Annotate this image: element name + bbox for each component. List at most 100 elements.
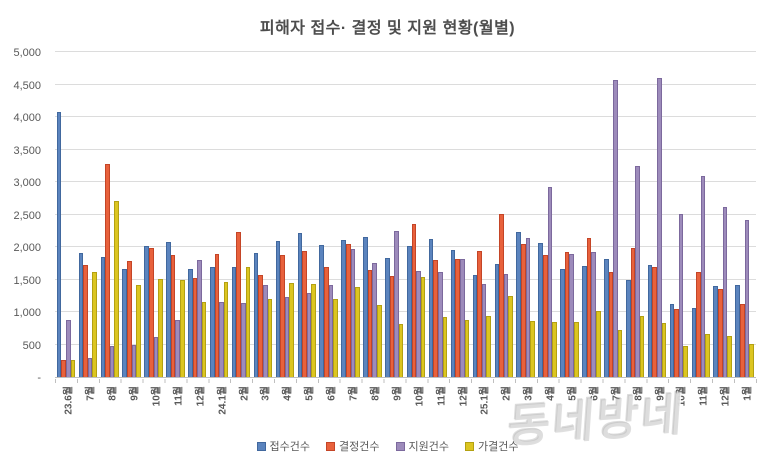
- bar-group-1: [77, 53, 99, 377]
- bar-decision-count-21: [521, 244, 526, 377]
- bar-received-count-3: [122, 269, 128, 377]
- bar-group-27: [646, 53, 668, 377]
- bar-support-count-29: [700, 176, 706, 377]
- bar-approved-count-23: [574, 322, 579, 377]
- bar-support-count-23: [569, 254, 575, 377]
- bar-approved-count-3: [136, 284, 141, 377]
- bar-received-count-28: [669, 304, 675, 377]
- bar-support-count-15: [394, 231, 399, 377]
- bar-received-count-22: [538, 243, 543, 377]
- x-label-9: 3월: [252, 384, 274, 436]
- bar-decision-count-27: [652, 266, 657, 377]
- bar-support-count-18: [459, 259, 465, 377]
- gridline-2500: [55, 213, 756, 215]
- legend-item-support-count: 지원건수: [395, 438, 449, 454]
- gridline-2000: [55, 246, 756, 247]
- bar-decision-count-13: [345, 244, 351, 377]
- x-label-text: 6월: [326, 386, 338, 401]
- gridline-4000: [55, 116, 756, 117]
- x-label-13: 7월: [340, 384, 362, 436]
- legend-swatch-support-count: [395, 441, 405, 451]
- bar-decision-count-12: [324, 266, 329, 377]
- bar-decision-count-26: [630, 247, 636, 377]
- bar-support-count-4: [153, 337, 159, 377]
- x-label-29: 11월: [690, 384, 712, 436]
- y-tick-label: 4,500: [13, 79, 41, 92]
- bar-group-9: [252, 53, 274, 377]
- x-label-15: 9월: [383, 384, 405, 436]
- x-label-text: 12월: [195, 386, 207, 407]
- x-label-text: 11월: [436, 386, 448, 406]
- bar-support-count-11: [306, 292, 312, 377]
- x-label-text: 3월: [260, 386, 272, 401]
- x-label-7: 24.1월: [208, 384, 230, 436]
- bar-approved-count-8: [245, 266, 251, 377]
- legend-item-decision-count: 결정건수: [326, 438, 380, 454]
- bar-approved-count-26: [639, 315, 645, 377]
- bar-decision-count-6: [192, 278, 198, 377]
- x-label-text: 8월: [107, 386, 119, 401]
- x-label-text: 7월: [85, 386, 97, 401]
- x-label-text: 1월: [742, 386, 754, 401]
- bar-decision-count-0: [61, 360, 66, 377]
- x-label-1: 7월: [77, 384, 99, 436]
- x-label-text: 4월: [282, 386, 294, 401]
- bar-received-count-24: [582, 265, 587, 377]
- bar-support-count-9: [262, 284, 268, 377]
- bar-decision-count-10: [280, 254, 285, 377]
- x-label-16: 10월: [405, 384, 427, 436]
- bar-approved-count-13: [355, 286, 360, 377]
- bar-group-11: [296, 53, 318, 377]
- bar-decision-count-18: [455, 259, 460, 377]
- x-label-17: 11월: [427, 384, 449, 436]
- y-tick-label: 500: [22, 339, 41, 352]
- bar-approved-count-0: [70, 360, 76, 377]
- bar-group-22: [537, 53, 559, 377]
- x-label-text: 25.1월: [479, 386, 491, 415]
- bar-support-count-10: [284, 297, 290, 377]
- bar-group-19: [471, 53, 493, 377]
- bar-group-8: [230, 53, 252, 377]
- x-label-30: 12월: [712, 384, 734, 436]
- bar-support-count-27: [656, 78, 662, 377]
- x-axis-tick-marks: [55, 379, 757, 383]
- bar-support-count-26: [635, 166, 640, 377]
- legend-label-received-count: 접수건수: [269, 441, 311, 453]
- x-label-text: 12월: [458, 386, 469, 407]
- bar-approved-count-24: [595, 311, 601, 377]
- bar-approved-count-19: [486, 315, 492, 377]
- bar-support-count-25: [613, 79, 618, 377]
- bar-approved-count-21: [530, 321, 535, 377]
- bar-decision-count-22: [542, 254, 548, 377]
- bar-received-count-20: [494, 263, 500, 377]
- bar-groups: [55, 53, 756, 377]
- legend-label-support-count: 지원건수: [408, 441, 449, 453]
- bar-group-5: [164, 53, 186, 377]
- bar-support-count-30: [722, 206, 728, 377]
- bar-decision-count-9: [258, 275, 263, 377]
- bar-group-13: [340, 53, 362, 377]
- legend-swatch-approved-count: [464, 441, 474, 451]
- x-label-text: 5월: [304, 386, 316, 401]
- gridline-500: [55, 343, 756, 345]
- y-tick-label: -: [37, 372, 41, 384]
- bar-support-count-2: [109, 345, 115, 377]
- x-label-5: 11월: [164, 384, 186, 436]
- bar-received-count-19: [472, 275, 478, 377]
- gridline-3000: [55, 181, 756, 182]
- x-label-12: 6월: [318, 384, 340, 436]
- bar-received-count-12: [319, 245, 325, 377]
- bar-decision-count-25: [608, 272, 614, 377]
- bar-support-count-16: [416, 271, 421, 377]
- bar-received-count-21: [516, 232, 522, 377]
- x-label-text: 9월: [129, 386, 141, 401]
- bar-support-count-1: [87, 357, 93, 377]
- bar-approved-count-14: [377, 304, 382, 377]
- x-label-text: 10월: [414, 386, 426, 407]
- bar-decision-count-4: [148, 247, 154, 377]
- bar-received-count-9: [253, 252, 259, 377]
- bar-received-count-25: [604, 258, 609, 377]
- bar-received-count-13: [341, 239, 346, 377]
- x-label-2: 8월: [99, 384, 121, 436]
- bar-group-30: [712, 53, 734, 377]
